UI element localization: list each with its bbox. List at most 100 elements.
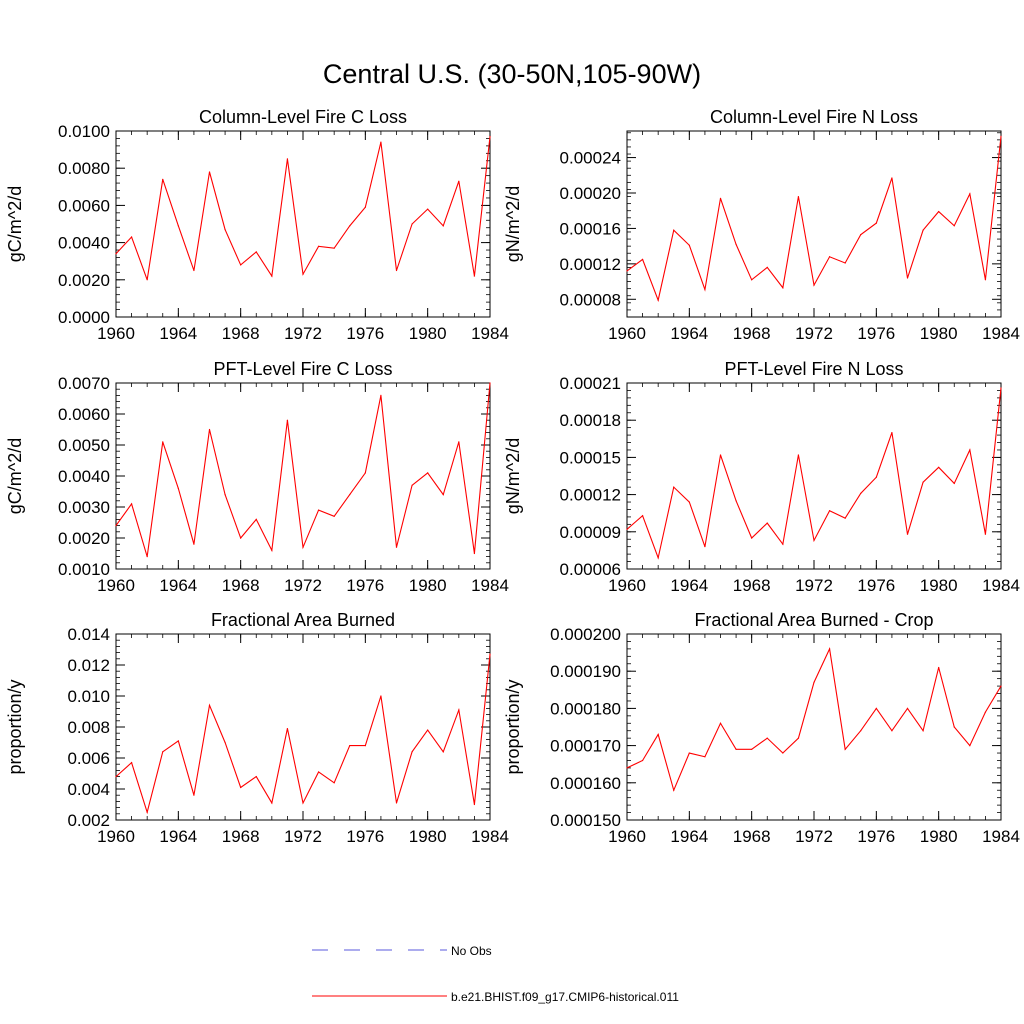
series-line — [115, 654, 491, 815]
data-point — [271, 802, 273, 804]
y-tick-label: 0.010 — [67, 687, 110, 706]
data-point — [751, 537, 753, 539]
x-tick-label: 1968 — [733, 324, 771, 343]
x-tick-label: 1972 — [284, 324, 322, 343]
data-point — [411, 223, 413, 225]
data-point — [641, 759, 644, 762]
chart-pft-level-fire-n-loss: 1960 1964 1968 1972 1976 1980 1984 0.00006 0.000… — [503, 359, 1020, 595]
series-line — [626, 136, 1002, 303]
data-point — [317, 245, 320, 247]
data-point — [489, 653, 491, 655]
data-point — [860, 730, 862, 732]
y-axis-label: gC/m^2/d — [5, 186, 25, 262]
data-point — [286, 727, 289, 730]
x-tick-label: 1976 — [857, 576, 895, 595]
data-point — [146, 556, 148, 558]
data-point — [688, 501, 690, 503]
data-point — [162, 178, 164, 180]
y-tick-label: 0.00020 — [560, 184, 621, 203]
data-point — [224, 741, 226, 744]
data-point — [719, 722, 722, 724]
data-point — [735, 500, 737, 502]
data-point — [411, 751, 413, 753]
data-point — [473, 275, 476, 277]
y-tick-label: 0.00009 — [560, 523, 621, 542]
y-tick-label: 0.0050 — [58, 436, 110, 455]
y-tick-label: 0.000200 — [550, 625, 621, 644]
data-point — [953, 225, 955, 227]
x-tick-label: 1984 — [982, 576, 1020, 595]
data-point — [317, 509, 320, 511]
x-tick-label: 1976 — [857, 827, 895, 846]
x-tick-label: 1980 — [409, 827, 447, 846]
data-point — [333, 515, 335, 517]
x-tick-label: 1964 — [670, 827, 708, 846]
y-tick-label: 0.0060 — [58, 405, 110, 424]
y-axis-label: gN/m^2/d — [503, 438, 523, 514]
legend: No Obs b.e21.BHIST.f09_g17.CMIP6-historic… — [312, 944, 679, 1004]
x-tick-label: 1968 — [222, 324, 260, 343]
data-point — [860, 234, 862, 236]
data-point — [657, 733, 659, 736]
data-point — [224, 494, 226, 496]
chart-panels: 1960 1964 1968 1972 1976 1980 19840.00000.0020… — [5, 107, 1020, 846]
data-point — [442, 751, 444, 753]
series-line — [115, 382, 491, 557]
data-point — [922, 730, 924, 732]
data-point — [813, 681, 815, 683]
y-tick-label: 0.000180 — [550, 699, 621, 718]
data-point — [922, 481, 924, 483]
data-point — [984, 279, 987, 281]
chart-title: Column-Level Fire N Loss — [710, 107, 918, 127]
data-point — [208, 704, 211, 706]
data-point — [969, 449, 971, 451]
data-point — [875, 707, 877, 710]
y-tick-label: 0.00012 — [560, 486, 621, 505]
data-point — [673, 229, 675, 231]
y-tick-label: 0.0020 — [58, 529, 110, 548]
plot-frame — [115, 382, 491, 570]
data-point — [657, 557, 659, 559]
data-point — [719, 197, 722, 199]
x-tick-label: 1976 — [857, 324, 895, 343]
plot-frame — [115, 130, 491, 318]
data-point — [240, 786, 242, 789]
y-tick-label: 0.0040 — [58, 467, 110, 486]
data-point — [317, 771, 320, 773]
data-point — [751, 279, 753, 281]
y-tick-label: 0.00008 — [560, 290, 621, 309]
legend-label: No Obs — [451, 944, 492, 958]
y-tick-label: 0.000160 — [550, 774, 621, 793]
data-point — [906, 533, 909, 535]
y-tick-label: 0.002 — [67, 811, 110, 830]
data-point — [489, 135, 491, 138]
data-point — [891, 432, 893, 434]
y-tick-label: 0.000170 — [550, 737, 621, 756]
x-tick-label: 1984 — [471, 827, 509, 846]
data-point — [938, 466, 940, 468]
data-point — [1000, 387, 1002, 389]
y-tick-label: 0.000190 — [550, 662, 621, 681]
data-point — [193, 794, 195, 796]
x-tick-label: 1968 — [222, 576, 260, 595]
data-point — [271, 549, 273, 552]
y-tick-label: 0.0000 — [58, 308, 110, 327]
data-point — [766, 522, 768, 524]
data-point — [427, 208, 429, 210]
y-tick-label: 0.000150 — [550, 811, 621, 830]
data-point — [984, 533, 987, 535]
data-point — [411, 484, 413, 486]
x-tick-label: 1960 — [97, 324, 135, 343]
data-point — [130, 236, 133, 238]
x-tick-label: 1972 — [284, 827, 322, 846]
x-tick-label: 1960 — [97, 576, 135, 595]
data-point — [302, 546, 304, 548]
y-tick-label: 0.0080 — [58, 159, 110, 178]
data-point — [626, 270, 628, 272]
data-point — [782, 543, 784, 545]
data-point — [875, 222, 877, 224]
data-point — [458, 709, 460, 711]
data-point — [162, 751, 164, 753]
data-point — [688, 244, 690, 246]
data-point — [473, 803, 476, 806]
